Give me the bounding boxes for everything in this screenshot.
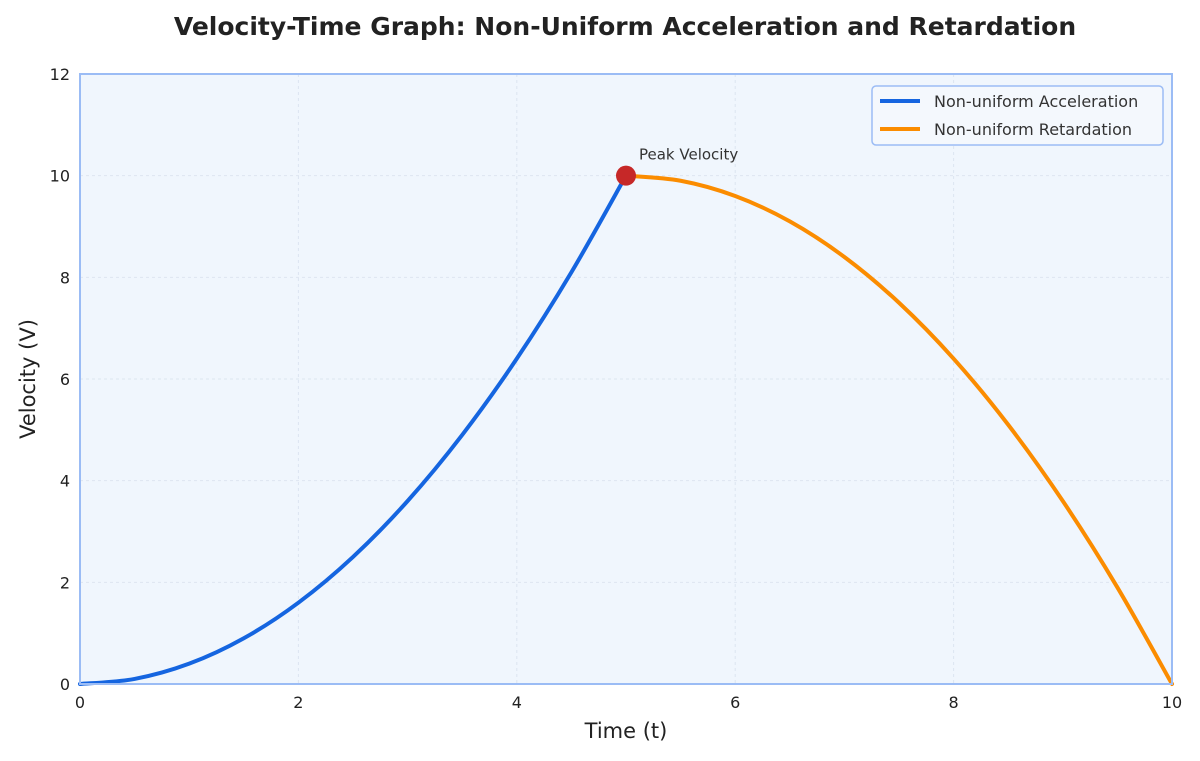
x-axis-label: Time (t) (584, 719, 668, 743)
legend-label: Non-uniform Retardation (934, 120, 1132, 139)
y-tick-label: 12 (50, 65, 70, 84)
x-tick-label: 4 (512, 693, 522, 712)
y-tick-label: 10 (50, 167, 70, 186)
y-tick-label: 0 (60, 675, 70, 694)
y-tick-label: 6 (60, 370, 70, 389)
y-tick-label: 8 (60, 268, 70, 287)
y-tick-label: 2 (60, 573, 70, 592)
series-line-acceleration (78, 173, 628, 686)
legend-label: Non-uniform Acceleration (934, 92, 1138, 111)
x-tick-label: 10 (1162, 693, 1182, 712)
x-tick-label: 0 (75, 693, 85, 712)
series-line-retardation (624, 173, 1174, 686)
legend-box (871, 85, 1164, 146)
plot-frame (79, 73, 1173, 685)
y-tick-label: 4 (60, 472, 70, 491)
x-tick-label: 2 (293, 693, 303, 712)
x-tick-label: 6 (730, 693, 740, 712)
x-tick-label: 8 (949, 693, 959, 712)
y-axis-label: Velocity (V) (16, 319, 40, 439)
chart-title: Velocity-Time Graph: Non-Uniform Acceler… (173, 12, 1077, 41)
peak-velocity-annotation: Peak Velocity (639, 146, 738, 164)
legend: Non-uniform Acceleration Non-uniform Reta… (871, 85, 1164, 146)
peak-velocity-point (616, 165, 636, 186)
